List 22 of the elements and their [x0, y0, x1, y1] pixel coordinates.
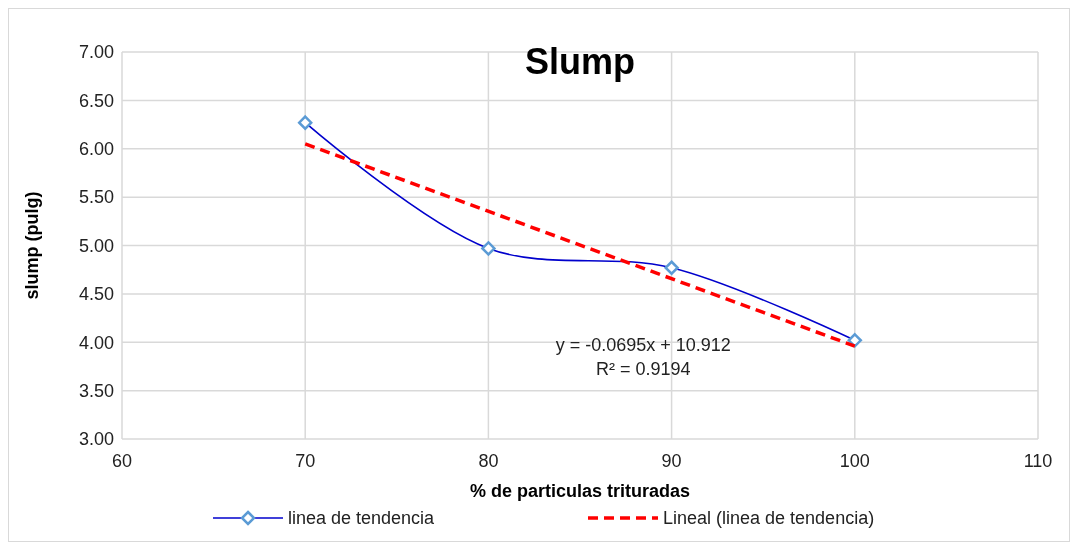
y-tick-label: 3.50	[78, 380, 114, 401]
y-tick-label: 5.00	[78, 235, 114, 256]
y-tick-label: 7.00	[78, 42, 114, 63]
x-axis-title: % de particulas trituradas	[469, 481, 691, 501]
legend-label: Lineal (linea de tendencia)	[663, 508, 875, 529]
chart-title: Slump	[524, 41, 636, 82]
x-tick-label: 80	[478, 451, 499, 471]
x-tick-label: 110	[1023, 451, 1053, 471]
x-tick-label: 100	[839, 451, 870, 471]
x-tick-label: 60	[111, 451, 133, 471]
annotation: y = -0.0695x + 10.912	[555, 335, 731, 356]
y-axis-title: slump (pulg)	[22, 191, 42, 300]
legend-label: linea de tendencia	[288, 508, 436, 529]
y-tick-label: 3.00	[78, 429, 114, 450]
x-tick-label: 90	[661, 451, 682, 471]
x-tick-label: 70	[295, 451, 316, 471]
y-tick-label: 4.50	[78, 284, 114, 305]
y-tick-label: 4.00	[78, 332, 114, 353]
annotation: R² = 0.9194	[595, 359, 691, 380]
y-tick-label: 6.50	[78, 90, 114, 111]
y-tick-label: 5.50	[78, 187, 114, 208]
y-tick-label: 6.00	[78, 139, 114, 160]
